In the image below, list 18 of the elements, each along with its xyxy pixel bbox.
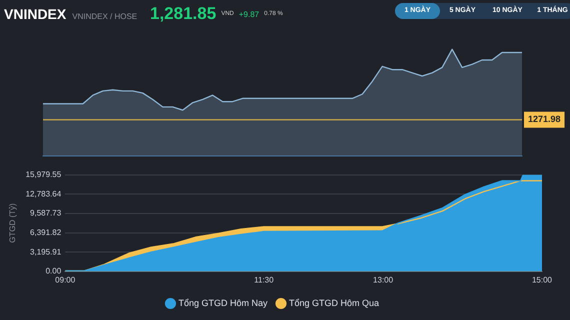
- x-tick-label: 11:30: [254, 275, 274, 284]
- text: +9.87: [238, 10, 260, 18]
- annotation: 1271.98: [528, 114, 561, 124]
- y-tick-label: 9,587.73: [30, 208, 62, 218]
- legend-label: Tổng GTGD Hôm Qua: [288, 298, 380, 308]
- x-tick-label: 13:00: [373, 275, 394, 284]
- y-tick-label: 15,979.55: [26, 170, 62, 180]
- legend-label: Tổng GTGD Hôm Nay: [178, 298, 268, 308]
- y-axis-title: GTGD (Tỷ): [8, 202, 18, 243]
- y-tick-label: 6,391.82: [30, 228, 62, 237]
- chart-title: VNINDEX: [4, 6, 66, 22]
- x-tick-label: 09:00: [55, 275, 76, 284]
- y-tick-label: 0.00: [46, 266, 62, 276]
- x-tick-label: 15:00: [532, 275, 553, 284]
- y-tick-label: 3,195.91: [30, 247, 62, 256]
- y-tick-label: 12,783.64: [26, 189, 62, 198]
- text: 1,281.85: [150, 4, 216, 24]
- chart-subtitle: VNINDEX / HOSE: [72, 12, 138, 21]
